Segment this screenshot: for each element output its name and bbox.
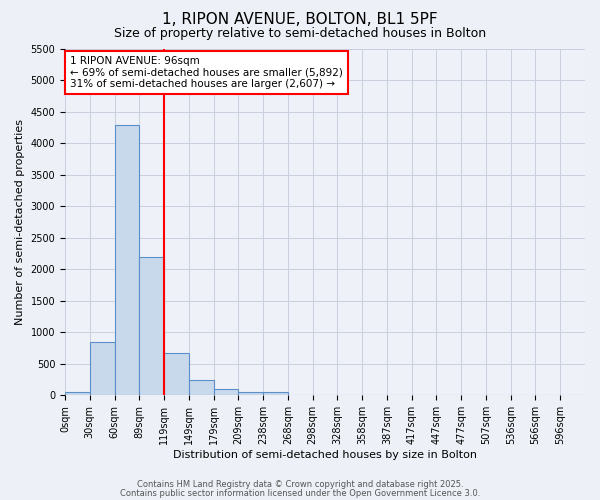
Y-axis label: Number of semi-detached properties: Number of semi-detached properties: [15, 119, 25, 325]
Text: Contains public sector information licensed under the Open Government Licence 3.: Contains public sector information licen…: [120, 488, 480, 498]
Text: 1 RIPON AVENUE: 96sqm
← 69% of semi-detached houses are smaller (5,892)
31% of s: 1 RIPON AVENUE: 96sqm ← 69% of semi-deta…: [70, 56, 343, 89]
Bar: [164, 352, 189, 396]
Text: Size of property relative to semi-detached houses in Bolton: Size of property relative to semi-detach…: [114, 28, 486, 40]
Bar: [115, 124, 139, 396]
Bar: [189, 380, 214, 396]
Bar: [238, 392, 263, 396]
X-axis label: Distribution of semi-detached houses by size in Bolton: Distribution of semi-detached houses by …: [173, 450, 477, 460]
Bar: [65, 392, 90, 396]
Bar: [90, 342, 115, 396]
Bar: [139, 257, 164, 396]
Text: Contains HM Land Registry data © Crown copyright and database right 2025.: Contains HM Land Registry data © Crown c…: [137, 480, 463, 489]
Bar: [263, 392, 288, 396]
Bar: [214, 389, 238, 396]
Text: 1, RIPON AVENUE, BOLTON, BL1 5PF: 1, RIPON AVENUE, BOLTON, BL1 5PF: [162, 12, 438, 28]
